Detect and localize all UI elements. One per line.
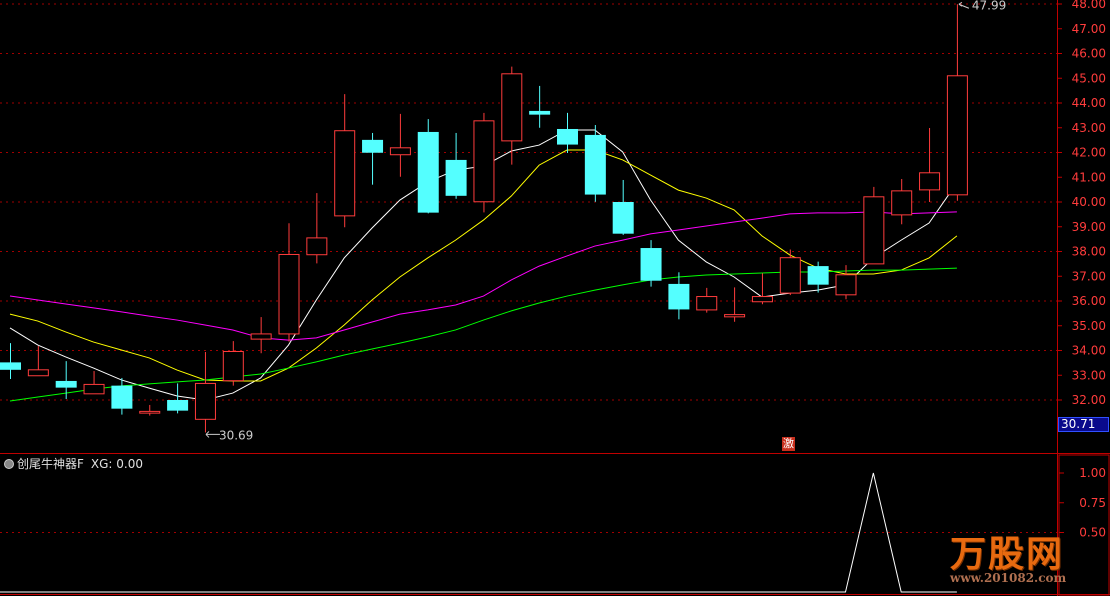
indicator-line	[10, 472, 957, 593]
y-tick-label: 34.00	[1072, 344, 1106, 358]
high-arrow	[958, 1, 970, 9]
candle-body	[501, 73, 523, 142]
candle-body	[473, 120, 495, 203]
current-price-label: 30.71	[1058, 417, 1109, 432]
candle-body	[612, 202, 634, 234]
low-label: 30.69	[219, 428, 253, 442]
logo-url: www.201082.com	[950, 571, 1067, 585]
sub-y-tick-label: 1.00	[1079, 466, 1106, 480]
candle-body	[807, 266, 829, 285]
candle-body	[946, 75, 968, 196]
candle-body	[250, 333, 272, 340]
logo-text: 万股网	[950, 534, 1065, 575]
y-tick-label: 35.00	[1072, 319, 1106, 333]
candle-body	[751, 296, 773, 303]
candle-body	[529, 110, 551, 115]
sub-axis-frame	[1058, 454, 1110, 596]
candle-body	[55, 380, 77, 388]
candle-body	[83, 383, 105, 395]
y-tick-label: 32.00	[1072, 393, 1106, 407]
candle-body	[417, 131, 439, 213]
sub-y-tick-label: 0.75	[1079, 496, 1106, 510]
candle-body	[919, 172, 941, 191]
y-tick-label: 47.00	[1072, 22, 1106, 36]
y-tick-label: 38.00	[1072, 245, 1106, 259]
y-tick-label: 33.00	[1072, 368, 1106, 382]
y-tick-label: 46.00	[1072, 47, 1106, 61]
candle-body	[222, 350, 244, 382]
candle-body	[584, 134, 606, 195]
indicator-title: 创尾牛神器F XG: 0.00	[4, 455, 143, 472]
candle-body	[557, 128, 578, 145]
y-tick-label: 40.00	[1072, 195, 1106, 209]
candle-body	[111, 385, 133, 409]
indicator-name: 创尾牛神器F	[17, 457, 84, 471]
candle-body	[139, 410, 161, 414]
low-arrow	[205, 431, 220, 438]
candle-body	[779, 257, 801, 294]
candle-body	[306, 237, 328, 256]
candle-body	[640, 248, 662, 281]
candle-body	[668, 283, 690, 310]
indicator-settings-icon[interactable]	[4, 458, 14, 469]
y-tick-label: 43.00	[1072, 121, 1106, 135]
moving-average-line	[9, 267, 957, 402]
y-tick-label: 45.00	[1072, 71, 1106, 85]
candle-body	[362, 139, 384, 153]
candle-body	[891, 190, 913, 216]
y-tick-label: 41.00	[1072, 170, 1106, 184]
candle-body	[863, 196, 885, 265]
moving-average-line	[9, 211, 957, 341]
sub-y-tick-label: 0.50	[1079, 526, 1106, 540]
candle-body	[278, 253, 300, 335]
high-label: 47.99	[972, 0, 1006, 12]
y-tick-label: 39.00	[1072, 220, 1106, 234]
candle-body	[389, 147, 411, 156]
y-tick-label: 48.00	[1072, 0, 1106, 11]
indicator-value: XG: 0.00	[90, 456, 144, 471]
candle-body	[0, 362, 21, 370]
y-tick-label: 42.00	[1072, 146, 1106, 160]
signal-marker: 激	[782, 437, 795, 451]
candle-body	[334, 130, 356, 217]
candle-body	[445, 159, 467, 196]
y-tick-label: 36.00	[1072, 294, 1106, 308]
candle-body	[167, 400, 189, 411]
y-tick-label: 44.00	[1072, 96, 1106, 110]
candle-body	[724, 314, 746, 318]
candle-body	[194, 382, 216, 420]
candle-body	[835, 274, 857, 296]
candle-body	[696, 296, 718, 311]
candle-body	[27, 369, 49, 377]
watermark-logo: 万股网 www.201082.com	[950, 525, 1090, 595]
y-tick-label: 37.00	[1072, 269, 1106, 283]
